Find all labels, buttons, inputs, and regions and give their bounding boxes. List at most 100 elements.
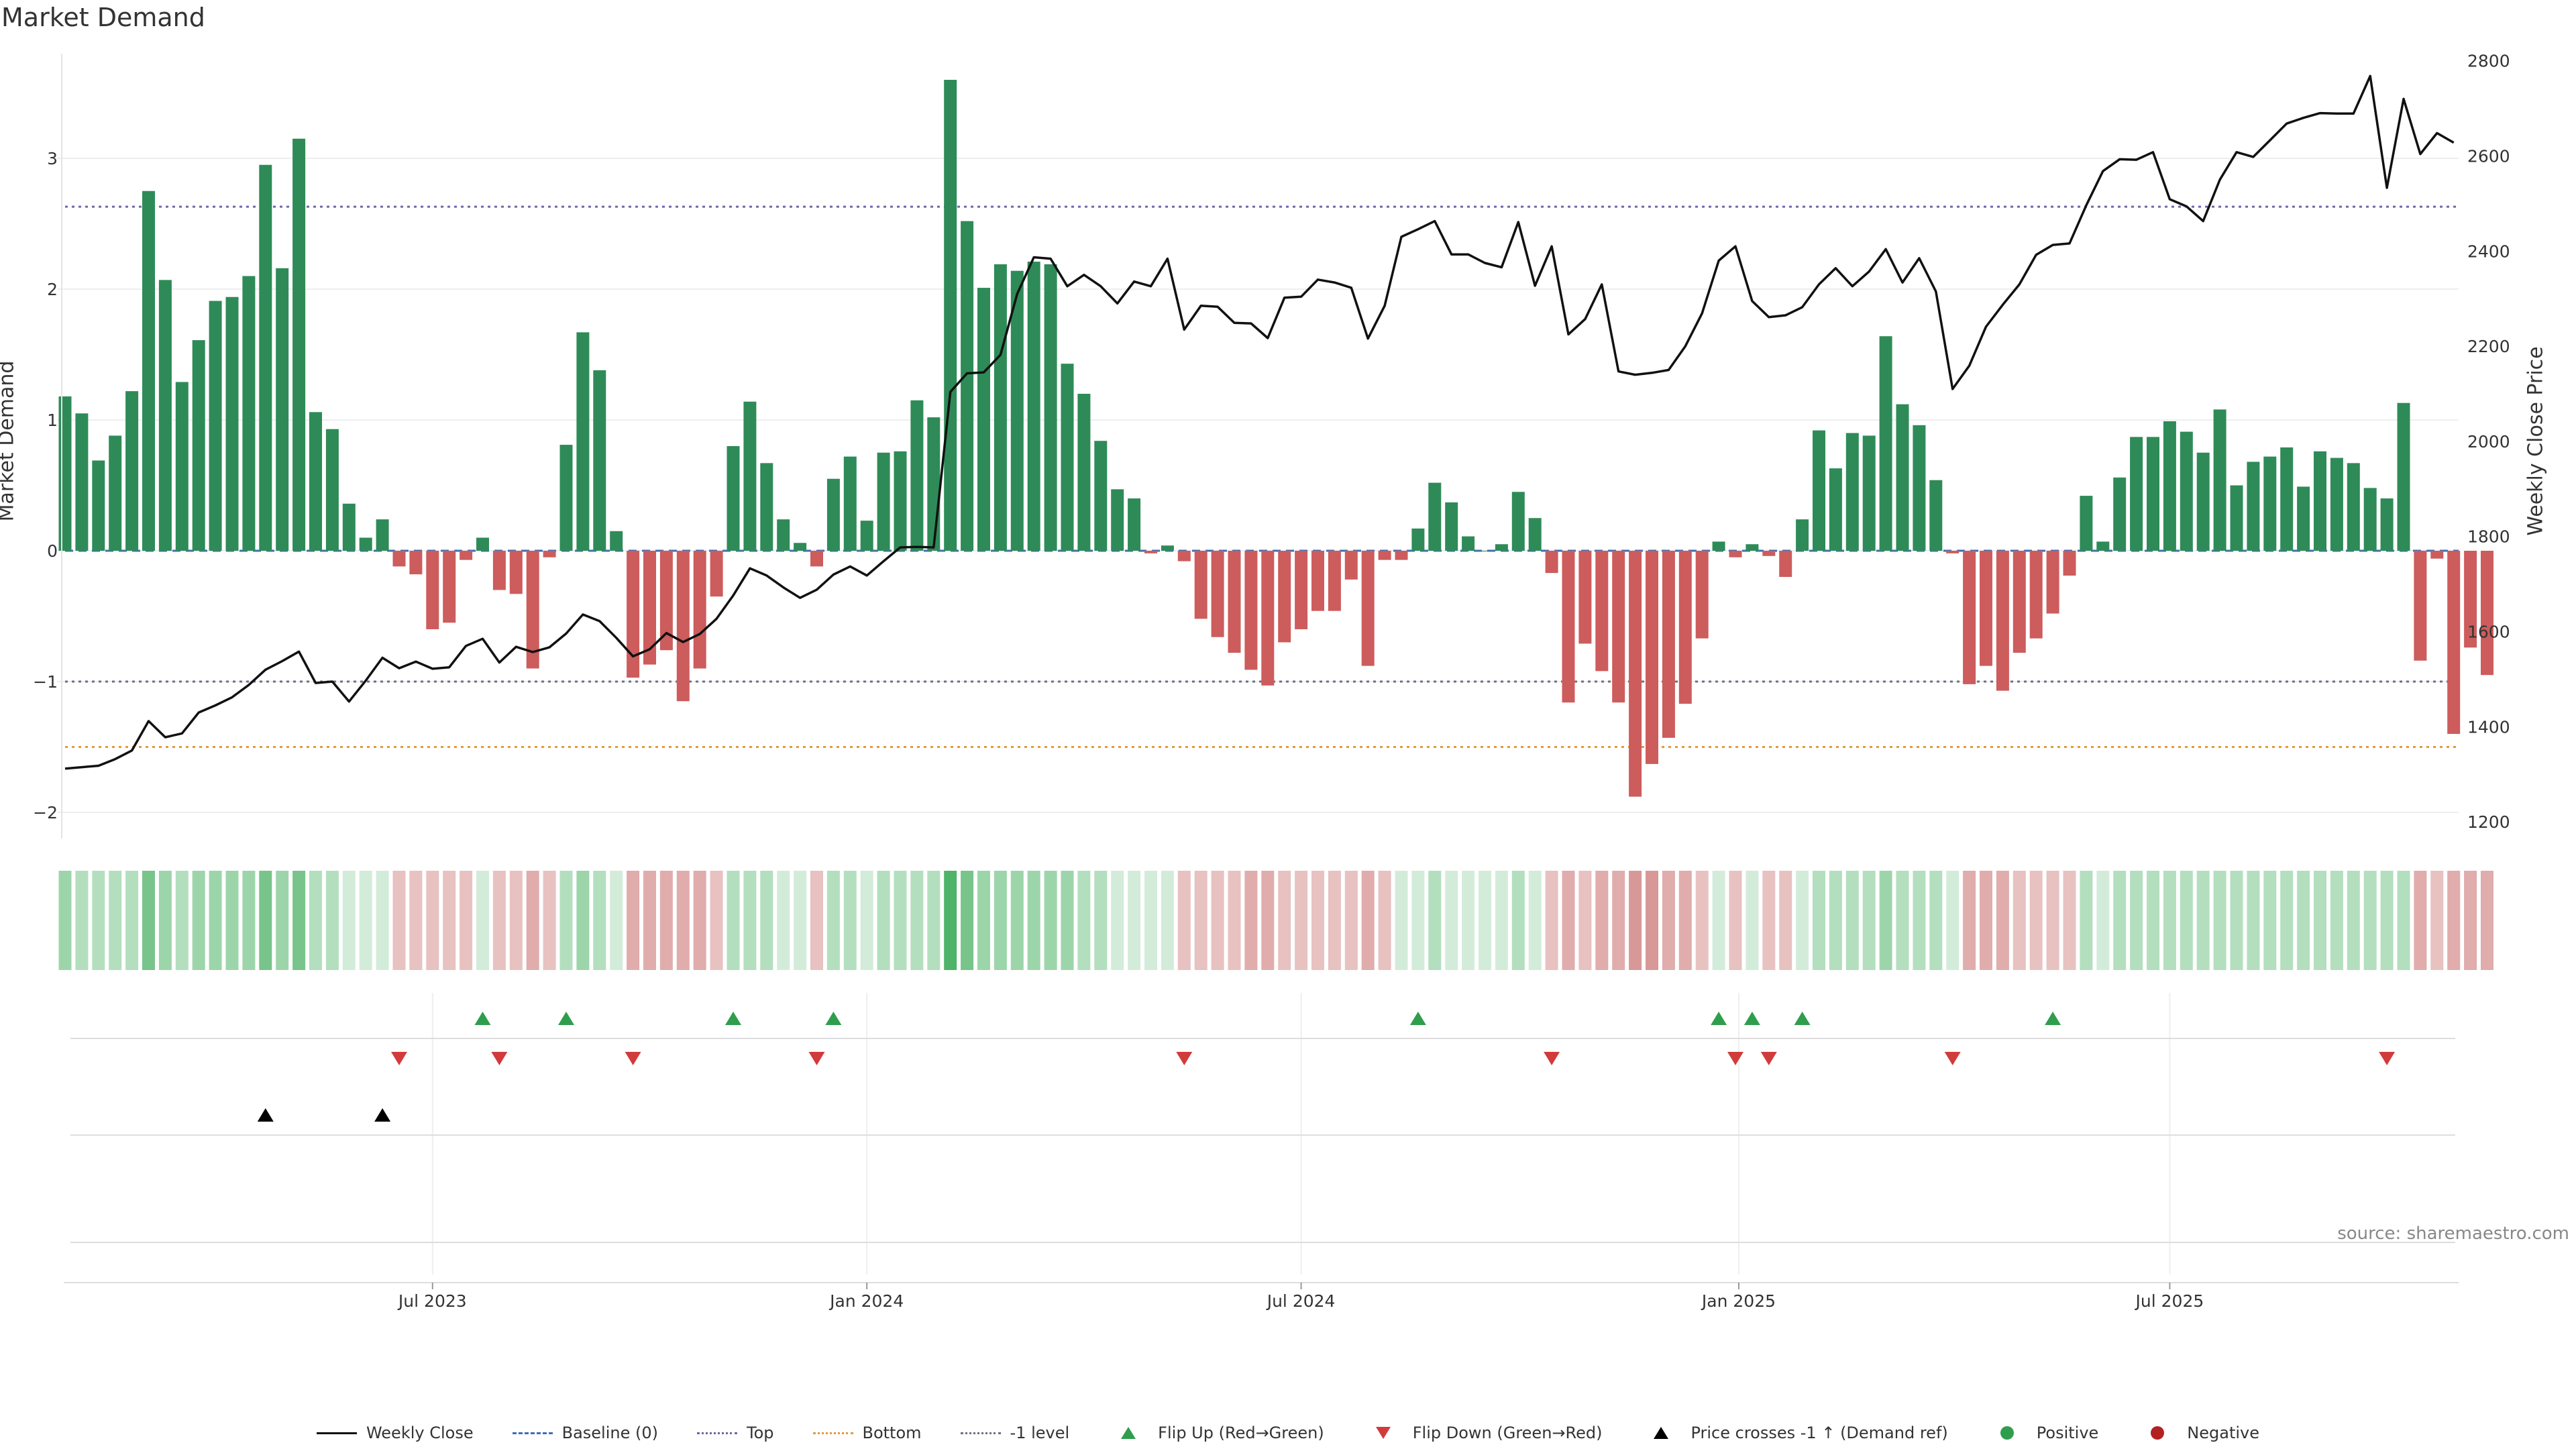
heat-strip-cell (1646, 871, 1658, 970)
heat-strip-cell (1762, 871, 1776, 970)
demand-bar (810, 551, 823, 567)
heat-strip-cell (2397, 871, 2410, 970)
demand-bar (2430, 551, 2444, 559)
demand-bar (2464, 551, 2477, 648)
legend-swatch-dotted (812, 1426, 853, 1440)
demand-bar (1662, 551, 1675, 738)
heat-strip-cell (777, 871, 790, 970)
heat-strip-cell (158, 871, 172, 970)
legend-item-bottom: Bottom (812, 1424, 922, 1442)
flip-down-icon (1375, 1427, 1391, 1439)
heat-strip-cell (1128, 871, 1141, 970)
demand-bar (1061, 364, 1074, 551)
demand-bar (1746, 544, 1759, 551)
legend-item-price-cross: Price crosses -1 ↑ (Demand ref) (1641, 1424, 1948, 1442)
heat-strip-cell (1695, 871, 1709, 970)
demand-bar (292, 138, 306, 551)
demand-bar (426, 551, 439, 629)
demand-bar (2314, 451, 2326, 551)
heat-strip-cell (460, 871, 473, 970)
demand-bar (910, 400, 924, 551)
x-tick-label: Jan 2024 (828, 1291, 904, 1311)
positive-dot-icon (2000, 1426, 2014, 1440)
legend-label: Bottom (862, 1424, 922, 1442)
demand-bar (1929, 480, 1943, 551)
demand-bar (1612, 551, 1625, 703)
demand-bar (2247, 462, 2260, 551)
heat-strip-cell (1445, 871, 1458, 970)
demand-bar (58, 396, 72, 551)
heat-strip-cell (1077, 871, 1091, 970)
heat-strip-cell (961, 871, 974, 970)
heat-strip-cell (2163, 871, 2176, 970)
demand-bar (2180, 431, 2193, 551)
heat-strip-cell (2147, 871, 2159, 970)
demand-bar (2147, 437, 2159, 551)
heat-strip-cell (109, 871, 122, 970)
heat-strip-cell (2046, 871, 2059, 970)
heat-strip-cell (1194, 871, 1208, 970)
heat-strip-cell (1862, 871, 1876, 970)
heat-strip-cell (2196, 871, 2210, 970)
heat-strip-cell (543, 871, 556, 970)
demand-bar (142, 191, 155, 551)
heat-strip-cell (2330, 871, 2343, 970)
heat-strip-cell (426, 871, 439, 970)
heat-strip-cell (1678, 871, 1692, 970)
demand-bar (209, 301, 222, 551)
flip-up-marker (1711, 1012, 1727, 1025)
heat-strip-cell (794, 871, 807, 970)
demand-bar (342, 503, 356, 551)
y-tick-label: −2 (33, 803, 58, 822)
demand-bar (1094, 441, 1108, 551)
flip-up-marker (825, 1012, 842, 1025)
heat-strip-cell (1144, 871, 1157, 970)
demand-bar (1161, 545, 1174, 551)
demand-bar (1545, 551, 1558, 574)
demand-bar (1194, 551, 1208, 619)
heat-strip-cell (1244, 871, 1258, 970)
demand-bar (1261, 551, 1275, 686)
heat-strip-cell (1111, 871, 1124, 970)
heat-strip-cell (1946, 871, 1960, 970)
y-tick-label: 0 (47, 541, 58, 561)
demand-bar (593, 370, 606, 551)
heat-strip-cell (743, 871, 757, 970)
demand-bar (476, 537, 489, 551)
demand-bar (961, 221, 974, 551)
heat-strip-cell (1211, 871, 1224, 970)
demand-bar (2113, 477, 2127, 551)
demand-bar (743, 401, 757, 551)
y-axis-title-left: Market Demand (0, 360, 19, 522)
heat-strip-cell (2481, 871, 2493, 970)
x-tick-label: Jul 2023 (397, 1291, 467, 1311)
demand-bar (760, 463, 773, 551)
heat-strip-cell (1528, 871, 1542, 970)
demand-bar (794, 543, 807, 551)
demand-bar (1862, 435, 1876, 551)
demand-bar (1678, 551, 1692, 704)
demand-bar (2380, 498, 2394, 551)
heat-strip-cell (1295, 871, 1308, 970)
demand-bar (1996, 551, 2009, 691)
demand-bar (643, 551, 656, 665)
demand-bar (242, 276, 256, 551)
heat-strip-cell (843, 871, 857, 970)
demand-bar (1244, 551, 1258, 670)
heat-strip-cell (2314, 871, 2326, 970)
heat-strip-cell (576, 871, 590, 970)
negative-dot-icon (2151, 1426, 2165, 1440)
legend-label: Price crosses -1 ↑ (Demand ref) (1690, 1424, 1948, 1442)
heat-strip-cell (492, 871, 506, 970)
y2-tick-label: 2000 (2467, 432, 2510, 451)
heat-strip-cell (1027, 871, 1040, 970)
legend-item-flip-up: Flip Up (Red→Green) (1108, 1424, 1324, 1442)
demand-bar (927, 417, 941, 551)
heat-strip-cell (1996, 871, 2009, 970)
demand-bar (175, 382, 189, 551)
heat-strip-cell (1980, 871, 1992, 970)
demand-bar (1913, 425, 1926, 551)
demand-bar (1278, 551, 1291, 643)
source-note: source: sharemaestro.com (2337, 1224, 2569, 1244)
